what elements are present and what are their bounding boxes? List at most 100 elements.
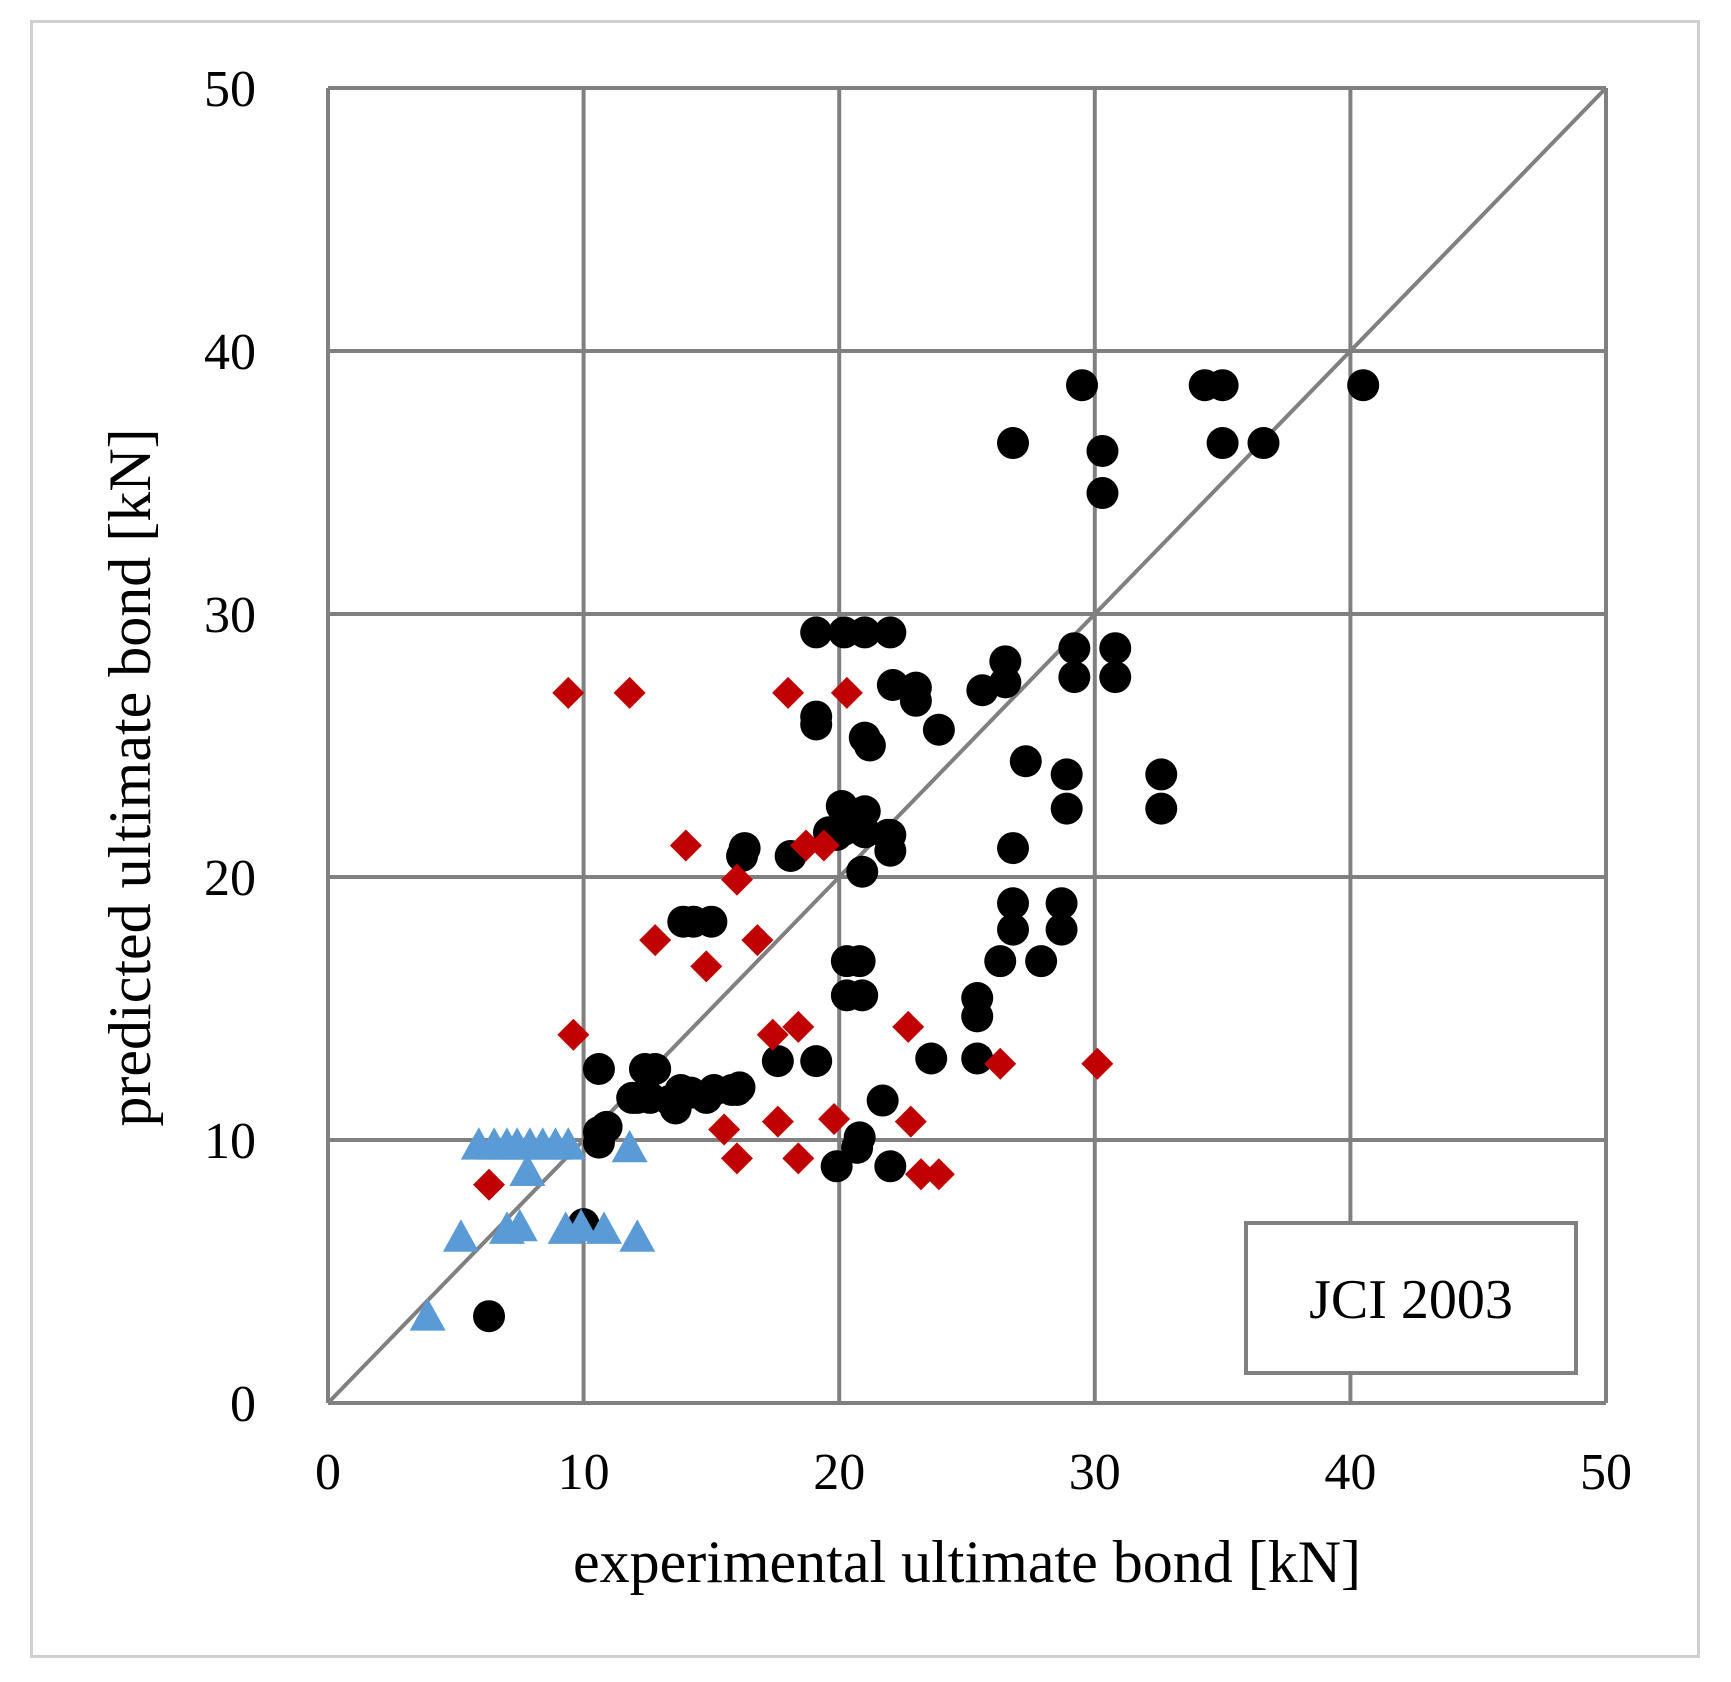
- data-point-circle: [846, 855, 879, 888]
- data-point-circle: [843, 945, 876, 978]
- x-axis-title: experimental ultimate bond [kN]: [573, 1529, 1361, 1595]
- data-point-diamond: [818, 1102, 851, 1135]
- data-point-diamond: [741, 924, 774, 957]
- data-point-circle: [800, 616, 833, 649]
- data-point-circle: [1086, 477, 1119, 510]
- y-tick-label: 40: [204, 324, 256, 381]
- data-point-circle: [961, 1042, 994, 1075]
- data-point-circle: [761, 1045, 794, 1078]
- data-point-diamond: [904, 1158, 937, 1191]
- data-points: [409, 369, 1380, 1333]
- data-point-diamond: [922, 1158, 955, 1191]
- data-point-circle: [874, 616, 907, 649]
- data-point-circle: [1050, 792, 1083, 825]
- data-point-circle: [1045, 913, 1078, 946]
- data-point-circle: [1009, 745, 1042, 778]
- y-tick-label: 30: [204, 587, 256, 644]
- data-point-circle: [848, 616, 881, 649]
- data-point-circle: [1086, 434, 1119, 467]
- data-point-triangle: [442, 1219, 479, 1252]
- data-point-diamond: [720, 863, 753, 896]
- data-point-circle: [1206, 427, 1239, 460]
- y-tick-label: 50: [204, 61, 256, 118]
- reference-line: [326, 86, 1608, 1405]
- data-point-circle: [874, 1150, 907, 1183]
- data-point-diamond: [708, 1113, 741, 1146]
- data-point-triangle: [550, 1127, 587, 1160]
- data-point-circle: [800, 708, 833, 741]
- data-point-circle: [922, 713, 955, 746]
- data-point-circle: [582, 1052, 615, 1085]
- data-point-circle: [659, 1092, 692, 1125]
- data-point-circle: [915, 1042, 948, 1075]
- data-point-circle: [846, 979, 879, 1012]
- data-point-diamond: [1081, 1047, 1114, 1080]
- data-point-diamond: [807, 829, 840, 862]
- data-point-circle: [1058, 661, 1091, 694]
- data-point-circle: [997, 832, 1030, 865]
- grid-lines: [326, 86, 1608, 1405]
- x-tick-label: 30: [1069, 1444, 1121, 1501]
- data-point-triangle: [409, 1298, 446, 1331]
- annotation-box: JCI 2003: [1244, 1221, 1578, 1375]
- data-point-circle: [728, 832, 761, 865]
- data-point-circle: [997, 913, 1030, 946]
- data-point-circle: [989, 666, 1022, 699]
- data-point-circle: [874, 818, 907, 851]
- data-point-circle: [997, 427, 1030, 460]
- data-point-circle: [1206, 369, 1239, 402]
- x-tick-label: 20: [813, 1444, 865, 1501]
- data-point-circle: [853, 729, 886, 762]
- data-point-diamond: [761, 1105, 794, 1138]
- data-point-diamond: [473, 1168, 506, 1201]
- data-point-circle: [1099, 661, 1132, 694]
- data-point-diamond: [894, 1105, 927, 1138]
- data-point-circle: [582, 1126, 615, 1159]
- data-point-diamond: [789, 829, 822, 862]
- data-point-circle: [1050, 758, 1083, 791]
- y-tick-label: 0: [230, 1376, 256, 1433]
- data-point-circle: [695, 905, 728, 938]
- data-point-circle: [961, 1000, 994, 1033]
- data-point-circle: [723, 1071, 756, 1104]
- data-point-triangle: [509, 1153, 546, 1186]
- data-point-circle: [820, 1150, 853, 1183]
- data-point-triangle: [563, 1208, 600, 1242]
- data-point-circle: [866, 1084, 899, 1117]
- data-point-diamond: [639, 924, 672, 957]
- data-point-triangle: [611, 1129, 648, 1163]
- x-tick-label: 10: [558, 1444, 610, 1501]
- data-point-diamond: [557, 1018, 590, 1051]
- data-point-diamond: [613, 676, 646, 709]
- data-point-triangle: [619, 1219, 656, 1252]
- data-point-circle: [1045, 887, 1078, 920]
- data-point-triangle: [501, 1208, 538, 1242]
- data-point-circle: [1247, 427, 1280, 460]
- data-point-circle: [899, 684, 932, 717]
- x-tick-label: 0: [315, 1444, 341, 1501]
- data-point-circle: [1145, 792, 1178, 825]
- annotation-frame: [1244, 1221, 1578, 1375]
- data-point-diamond: [552, 676, 585, 709]
- data-point-circle: [1099, 632, 1132, 665]
- y-axis-title: predicted ultimate bond [kN]: [97, 428, 163, 1126]
- data-point-circle: [800, 1045, 833, 1078]
- data-point-diamond: [782, 1010, 815, 1043]
- data-point-circle: [473, 1300, 506, 1333]
- data-point-circle: [984, 945, 1017, 978]
- data-point-diamond: [782, 1142, 815, 1175]
- data-point-diamond: [830, 676, 863, 709]
- data-point-diamond: [984, 1047, 1017, 1080]
- x-tick-label: 50: [1580, 1444, 1632, 1501]
- data-point-circle: [1347, 369, 1380, 402]
- x-tick-label: 40: [1324, 1444, 1376, 1501]
- data-point-circle: [1145, 758, 1178, 791]
- tick-labels: 0 0 10 10 20 20 30 30 40 40 50 50: [204, 61, 1632, 1501]
- y-tick-label: 20: [204, 850, 256, 907]
- data-point-circle: [841, 1131, 874, 1164]
- data-point-diamond: [772, 676, 805, 709]
- data-point-diamond: [720, 1142, 753, 1175]
- data-point-circle: [1058, 632, 1091, 665]
- data-point-triangle: [586, 1211, 623, 1244]
